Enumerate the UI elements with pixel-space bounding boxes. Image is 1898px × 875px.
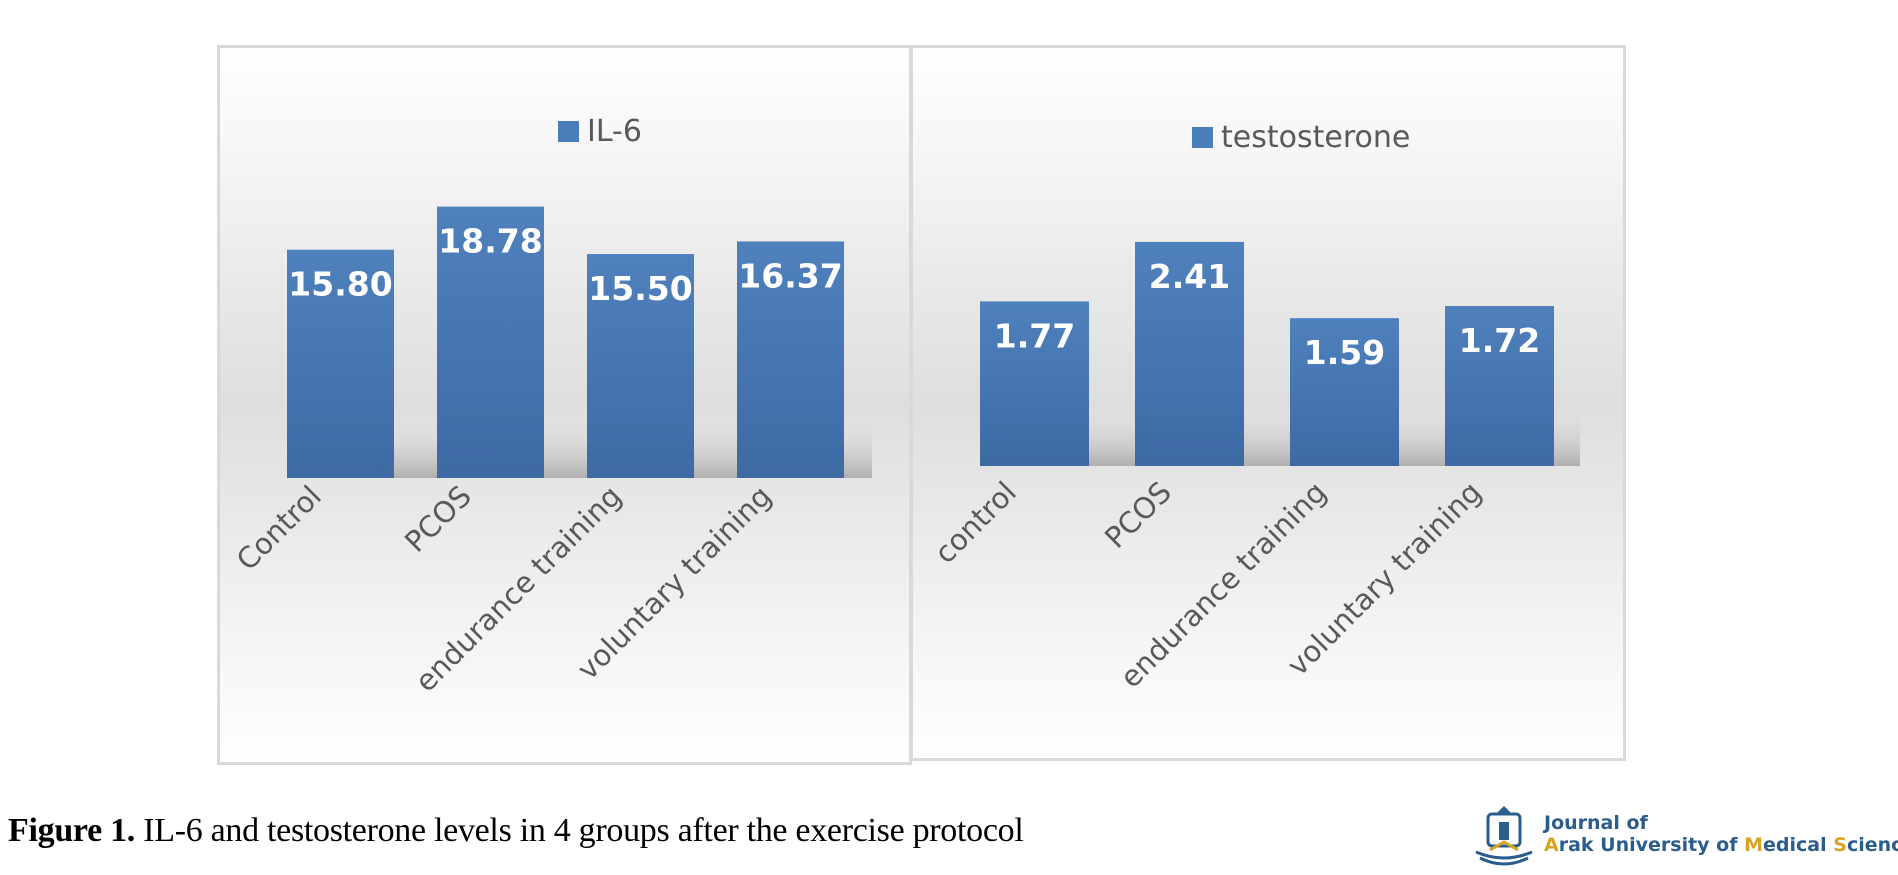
il6-bar-1 [437,206,544,478]
il6-data-label-3: 16.37 [738,256,842,295]
testosterone-legend-label: testosterone [1221,120,1411,155]
testosterone-data-label-2: 1.59 [1304,333,1385,372]
il6-category-label-1: PCOS [398,479,478,559]
il6-bar-0 [287,249,394,478]
testosterone-legend: testosterone [1192,120,1410,155]
il6-bar-3 [737,241,844,478]
testosterone-category-label-1: PCOS [1098,475,1178,555]
il6-data-label-0: 15.80 [288,265,392,304]
testosterone-data-label-1: 2.41 [1149,257,1230,296]
figure-caption-text: IL-6 and testosterone levels in 4 groups… [135,812,1024,849]
testosterone-data-label-3: 1.72 [1459,321,1540,360]
testosterone-bar-1 [1135,241,1244,466]
logo-title-line2: Arak University of Medical Sciences [1544,834,1898,856]
testosterone-category-label-0: control [928,475,1023,570]
testosterone-bar-2 [1290,318,1399,466]
logo-letter-m: M [1744,834,1764,856]
il6-legend: IL-6 [558,114,642,149]
il6-legend-swatch [558,121,579,142]
logo-letter-s: S [1833,834,1847,856]
testosterone-legend-swatch [1192,127,1213,148]
il6-bar-2 [587,254,694,478]
logo-text-part: rak University of [1558,834,1745,856]
il6-data-label-1: 18.78 [438,222,542,261]
logo-letter-a: A [1544,834,1559,856]
journal-logo: Journal of Arak University of Medical Sc… [1468,800,1898,871]
il6-data-label-2: 15.50 [588,269,692,308]
il6-category-label-0: Control [230,479,328,577]
il6-chart-panel: 15.80 Control 18.78 PCOS 15.50 endurance trai… [217,45,912,765]
logo-text-part: edical [1763,834,1834,856]
il6-legend-label: IL-6 [587,114,642,149]
testosterone-bar-0 [980,301,1089,466]
testosterone-chart-panel: 1.77 control 2.41 PCOS 1.59 endurance trainin… [910,45,1626,761]
journal-emblem-icon [1475,806,1533,866]
figure-caption: Figure 1. IL-6 and testosterone levels i… [8,812,1024,850]
testosterone-bar-3 [1445,306,1554,466]
testosterone-data-label-0: 1.77 [994,316,1075,355]
logo-text-part: ciences [1846,834,1898,856]
logo-title-line1: Journal of [1544,812,1648,834]
figure-caption-label: Figure 1. [8,812,135,849]
